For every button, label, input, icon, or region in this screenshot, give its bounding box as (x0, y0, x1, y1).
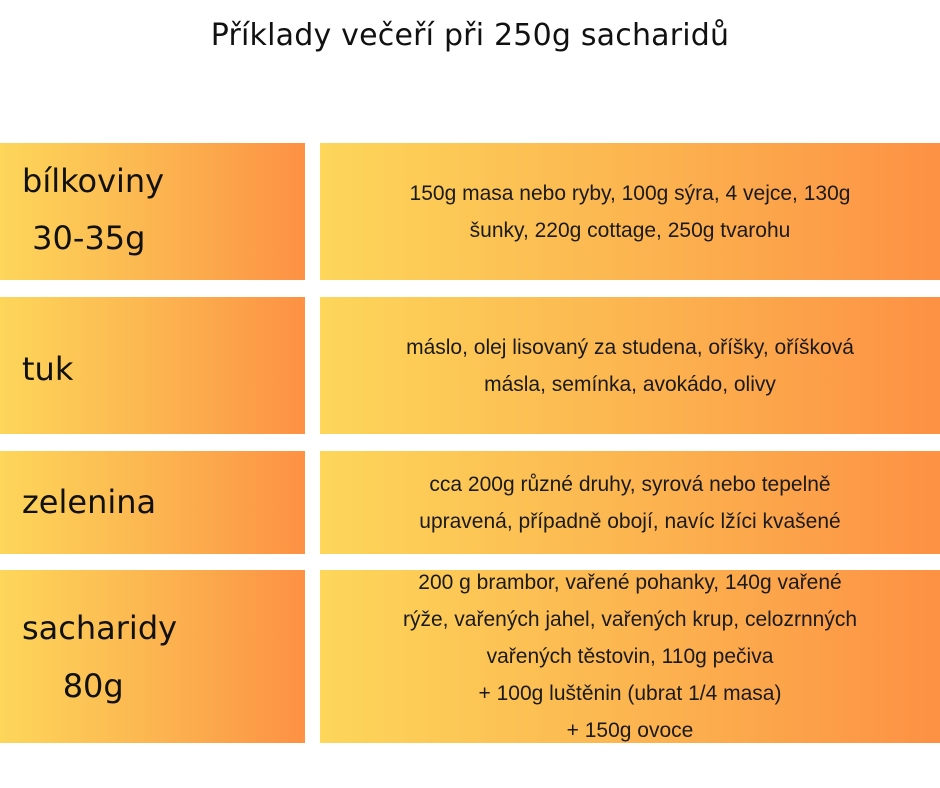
row-label-box-fat (0, 297, 305, 434)
row-label-vegetables: zelenina (22, 483, 157, 521)
row-desc-box-protein: 150g masa nebo ryby, 100g sýra, 4 vejce,… (320, 143, 940, 280)
row-desc-vegetables: cca 200g různé druhy, syrová nebo tepeln… (419, 472, 841, 533)
row-desc-box-vegetables: cca 200g různé druhy, syrová nebo tepeln… (320, 451, 940, 554)
row-label-box-carbs (0, 570, 305, 743)
row-desc-carbs: 200 g brambor, vařené pohanky, 140g vaře… (402, 571, 858, 742)
row-desc-fat: máslo, olej lisovaný za studena, oříšky,… (406, 335, 854, 396)
row-label-box-protein (0, 143, 305, 280)
row-label-carbs-line-2: 80g (22, 667, 124, 705)
row-label-carbs-line-1: sacharidy (22, 609, 178, 647)
row-label-box-vegetables (0, 451, 305, 554)
page-title: Příklady večeří při 250g sacharidů (210, 18, 730, 53)
row-desc-box-fat: máslo, olej lisovaný za studena, oříšky,… (320, 297, 940, 434)
row-label-protein-line-2: 30-35g (22, 219, 146, 257)
row-desc-protein: 150g masa nebo ryby, 100g sýra, 4 vejce,… (409, 181, 851, 242)
row-label-fat: tuk (22, 350, 74, 388)
row-desc-box-carbs: 200 g brambor, vařené pohanky, 140g vaře… (320, 570, 940, 743)
row-label-protein-line-1: bílkoviny (22, 162, 165, 200)
